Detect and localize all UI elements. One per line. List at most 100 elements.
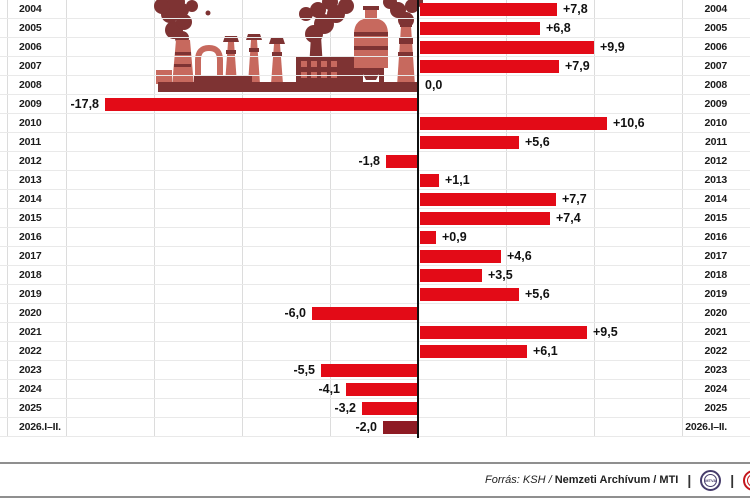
factory-left-chimney	[172, 40, 194, 86]
year-label-right: 2025	[704, 402, 727, 414]
value-label: -2,0	[355, 420, 377, 434]
value-bar	[420, 174, 439, 187]
value-bar	[312, 307, 418, 320]
factory-tank	[354, 6, 388, 84]
chart-row: 2011 2011 +5,6	[0, 133, 750, 152]
value-bar	[105, 98, 418, 111]
year-label-left: 2019	[19, 288, 42, 300]
year-label-right: 2011	[705, 136, 727, 148]
year-label-right: 2021	[704, 326, 727, 338]
chart-row: 2018 2018 +3,5	[0, 266, 750, 285]
chart-row: 2026.I–II. 2026.I–II. -2,0	[0, 418, 750, 437]
plot-left-border	[7, 0, 8, 437]
value-bar	[420, 41, 594, 54]
footer-divider: |	[687, 472, 692, 488]
year-label-left: 2016	[19, 231, 42, 243]
chart-row: 2008 2008 0,0	[0, 76, 750, 95]
chart-row: 2015 2015 +7,4	[0, 209, 750, 228]
source-bold: Nemzeti Archívum / MTI	[554, 474, 679, 486]
value-label: -5,5	[293, 363, 315, 377]
value-bar	[362, 402, 418, 415]
vertical-gridline	[66, 0, 67, 437]
year-label-right: 2022	[704, 345, 727, 357]
factory-arc-pipe	[195, 44, 223, 86]
mtva-logo-text: MTVA	[704, 473, 718, 487]
year-label-right: 2005	[704, 22, 727, 34]
value-label: +6,1	[533, 344, 558, 358]
year-label-left: 2012	[19, 155, 42, 167]
value-label: +10,6	[613, 116, 645, 130]
value-label: -3,2	[334, 401, 356, 415]
year-label-right: 2006	[704, 41, 727, 53]
chart-row: 2005 2005 +6,8	[0, 19, 750, 38]
value-label: +9,5	[593, 325, 618, 339]
footer-content: Forrás: KSH / Nemzeti Archívum / MTI | M…	[485, 464, 750, 496]
year-label-left: 2025	[19, 402, 42, 414]
value-bar	[420, 193, 556, 206]
value-label: -6,0	[284, 306, 306, 320]
chart-row: 2024 2024 -4,1	[0, 380, 750, 399]
value-bar	[420, 212, 550, 225]
value-label: -17,8	[70, 97, 100, 111]
factory-base	[158, 82, 418, 92]
value-label: +9,9	[600, 40, 625, 54]
year-label-left: 2021	[19, 326, 42, 338]
zero-axis-line	[417, 0, 419, 438]
year-label-left: 2009	[19, 98, 42, 110]
factory-left-shed	[156, 70, 172, 84]
year-label-right: 2016	[704, 231, 727, 243]
chart-row: 2025 2025 -3,2	[0, 399, 750, 418]
chart-row: 2023 2023 -5,5	[0, 361, 750, 380]
year-label-left: 2006	[19, 41, 42, 53]
source-prefix: Forrás: KSH /	[485, 474, 552, 486]
year-label-right: 2009	[704, 98, 727, 110]
year-label-left: 2026.I–II.	[19, 421, 61, 433]
value-label: +7,7	[562, 192, 587, 206]
vertical-gridline	[242, 0, 243, 437]
year-label-right: 2007	[704, 60, 727, 72]
value-bar	[420, 326, 587, 339]
mti-logo: MTI	[743, 469, 750, 491]
chart-row: 2013 2013 +1,1	[0, 171, 750, 190]
year-label-left: 2011	[19, 136, 41, 148]
footer-divider: |	[730, 472, 735, 488]
value-bar	[420, 136, 519, 149]
mtva-logo: MTVA	[700, 469, 722, 491]
value-label: +7,8	[563, 2, 588, 16]
value-label: +7,9	[565, 59, 590, 73]
factory-small-chimneys	[223, 34, 285, 84]
chart-row: 2004 2004 +7,8	[0, 0, 750, 19]
chart-row: 2006 2006 +9,9	[0, 38, 750, 57]
chart-row: 2021 2021 +9,5	[0, 323, 750, 342]
year-label-right: 2015	[704, 212, 727, 224]
value-bar	[420, 269, 482, 282]
chart-row: 2017 2017 +4,6	[0, 247, 750, 266]
value-bar	[420, 288, 519, 301]
year-label-left: 2007	[19, 60, 42, 72]
value-bar	[386, 155, 418, 168]
year-label-right: 2008	[704, 79, 727, 91]
year-label-right: 2019	[704, 288, 727, 300]
year-label-left: 2020	[19, 307, 42, 319]
year-label-right: 2018	[704, 269, 727, 281]
value-label: +0,9	[442, 230, 467, 244]
vertical-gridline	[330, 0, 331, 437]
chart-row: 2022 2022 +6,1	[0, 342, 750, 361]
year-label-right: 2020	[704, 307, 727, 319]
factory-walkway	[194, 76, 252, 82]
source-text: Forrás: KSH / Nemzeti Archívum / MTI	[485, 474, 678, 486]
year-label-left: 2014	[19, 193, 42, 205]
year-label-left: 2010	[19, 117, 42, 129]
chart-area: 2004 2004 +7,8 2005 2005 +6,8 2006 2006 +9,9 2007…	[0, 0, 750, 440]
chart-row: 2012 2012 -1,8	[0, 152, 750, 171]
value-bar	[346, 383, 418, 396]
value-label: +6,8	[546, 21, 571, 35]
year-label-right: 2012	[704, 155, 727, 167]
value-label: 0,0	[425, 78, 443, 92]
vertical-gridline	[682, 0, 683, 437]
chart-row: 2019 2019 +5,6	[0, 285, 750, 304]
value-bar	[420, 22, 540, 35]
vertical-gridline	[594, 0, 595, 437]
vertical-gridline	[154, 0, 155, 437]
chart-row: 2007 2007 +7,9	[0, 57, 750, 76]
